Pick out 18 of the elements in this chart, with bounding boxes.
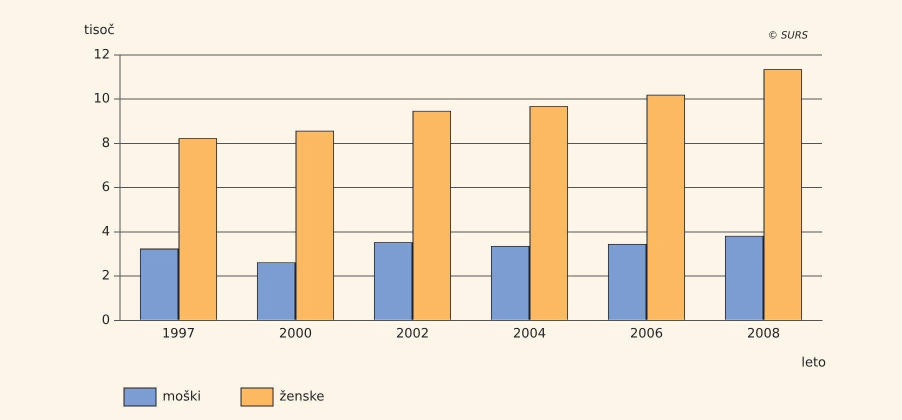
x-tick-label: 2002 [396, 326, 430, 342]
x-tick-label: 1997 [162, 326, 196, 342]
x-tick-label: 2000 [278, 326, 312, 342]
y-tick-label: 4 [102, 224, 110, 240]
legend-label: moški [162, 389, 202, 404]
x-tick-label: 2004 [512, 326, 546, 342]
x-tick-label: 2006 [630, 326, 664, 342]
y-tick-label: 10 [93, 92, 110, 107]
x-tick-label: 2008 [746, 326, 780, 342]
legend-label: ženske [280, 389, 324, 404]
text: © SURS [768, 30, 809, 42]
y-tick-label: 0 [102, 312, 110, 328]
y-tick-label: 2 [102, 268, 110, 284]
x-axis-title: leto [801, 355, 826, 370]
y-tick-label: 12 [93, 47, 110, 62]
y-axis-title: tisoč [84, 22, 115, 38]
y-tick-label: 8 [102, 136, 110, 151]
y-tick-label: 6 [102, 180, 110, 196]
